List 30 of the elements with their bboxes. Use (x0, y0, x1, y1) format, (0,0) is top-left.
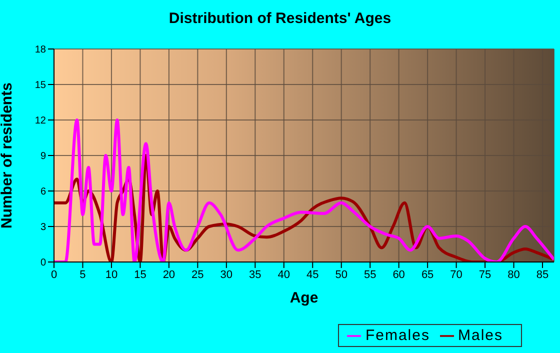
x-tick-label: 65 (421, 268, 434, 281)
x-tick-label: 80 (508, 268, 520, 281)
y-axis-title: Number of residents (0, 82, 16, 228)
x-tick-label: 40 (278, 268, 290, 281)
y-tick-label: 18 (34, 44, 46, 56)
x-tick-label: 5 (80, 268, 86, 281)
x-tick-label: 75 (478, 268, 492, 281)
chart-title: Distribution of Residents' Ages (168, 10, 392, 27)
y-tick-label: 15 (34, 80, 46, 92)
x-tick-label: 20 (162, 268, 176, 281)
x-tick-label: 10 (105, 268, 118, 281)
legend-label: Males (458, 327, 503, 344)
y-tick-label: 3 (40, 222, 46, 234)
y-tick-label: 12 (34, 116, 46, 127)
x-tick-label: 85 (536, 268, 549, 281)
legend-label: Females (365, 327, 430, 344)
x-axis-title: Age (290, 290, 318, 307)
x-tick-label: 0 (50, 268, 58, 281)
x-tick-label: 30 (220, 268, 233, 281)
y-tick-label: 6 (40, 186, 46, 198)
x-tick-label: 50 (335, 268, 348, 281)
x-tick-label: 45 (306, 268, 319, 281)
y-tick-label: 9 (40, 151, 46, 162)
x-tick-label: 35 (249, 268, 262, 281)
x-tick-label: 60 (392, 268, 405, 281)
x-tick-label: 25 (192, 268, 204, 281)
x-tick-label: 55 (364, 268, 376, 281)
y-tick-label: 0 (40, 258, 46, 269)
x-tick-label: 70 (450, 268, 462, 281)
x-tick-label: 15 (134, 268, 146, 281)
